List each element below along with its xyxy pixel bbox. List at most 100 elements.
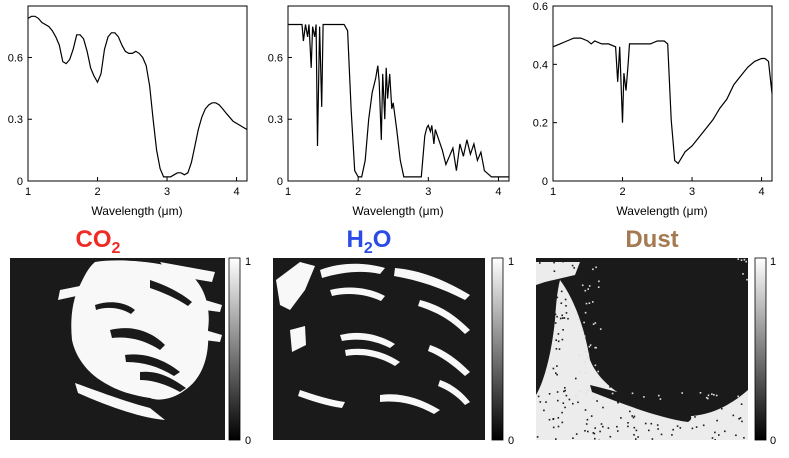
speckle — [541, 320, 543, 323]
speckle — [609, 333, 611, 336]
speckle — [584, 360, 586, 363]
speckle — [660, 343, 663, 345]
speckle — [660, 378, 662, 380]
speckle — [708, 369, 711, 372]
speckle — [633, 434, 635, 436]
speckle — [612, 303, 614, 306]
speckle — [587, 353, 590, 355]
speckle — [699, 373, 701, 376]
speckle — [564, 260, 566, 262]
speckle — [716, 263, 718, 265]
speckle — [730, 321, 732, 324]
speckle — [743, 258, 746, 261]
speckle — [689, 316, 692, 318]
speckle — [616, 425, 618, 428]
speckle — [609, 435, 612, 438]
speckle — [578, 390, 581, 393]
speckle — [703, 262, 706, 265]
speckle — [711, 393, 713, 395]
ice-patch — [276, 262, 315, 310]
speckle — [611, 392, 614, 395]
speckle — [551, 287, 553, 289]
speckle — [733, 299, 735, 302]
speckle — [568, 398, 571, 401]
speckle — [536, 436, 539, 438]
ice-streak — [340, 332, 395, 348]
speckle — [541, 368, 544, 371]
speckle — [669, 325, 672, 328]
speckle — [678, 286, 681, 289]
x-tick-label: 3 — [689, 186, 695, 198]
ice-streak — [428, 345, 470, 376]
speckle — [627, 425, 629, 428]
plot-frame — [552, 5, 773, 182]
speckle — [567, 288, 570, 291]
speckle — [609, 386, 611, 388]
speckle — [679, 427, 682, 429]
speckle — [629, 271, 631, 274]
speckle — [561, 338, 564, 341]
speckle — [584, 289, 587, 292]
speckle — [561, 411, 563, 414]
y-tick-label: 0.6 — [268, 52, 283, 64]
speckle — [554, 322, 557, 324]
speckle — [627, 422, 629, 424]
speckle — [685, 260, 687, 263]
speckle — [726, 277, 729, 279]
speckle — [607, 427, 610, 429]
spectrum-line — [288, 23, 509, 178]
y-tick-label: 0.3 — [268, 114, 283, 126]
speckle — [719, 333, 722, 335]
speckle — [561, 421, 564, 424]
speckle — [548, 418, 551, 421]
colorbar-min-label: 0 — [508, 435, 514, 447]
speckle — [718, 361, 721, 364]
speckle — [597, 370, 599, 373]
speckle — [562, 329, 564, 331]
speckle — [675, 286, 678, 288]
speckle — [555, 372, 557, 374]
speckle — [575, 433, 578, 435]
speckle — [732, 414, 735, 417]
speckle — [592, 432, 595, 434]
speckle — [583, 321, 585, 324]
speckle — [647, 353, 650, 356]
speckle — [600, 423, 603, 425]
speckle — [699, 392, 702, 394]
speckle — [656, 291, 658, 293]
speckle — [670, 284, 672, 287]
colorbar-gradient — [228, 257, 241, 441]
speckle — [635, 355, 638, 358]
speckle — [660, 433, 663, 436]
speckle — [541, 296, 544, 299]
speckle — [742, 359, 744, 361]
speckle — [585, 423, 588, 425]
speckle — [575, 395, 577, 397]
speckle — [577, 318, 580, 320]
speckle — [554, 313, 557, 316]
speckle — [598, 439, 600, 440]
speckle — [565, 312, 568, 314]
speckle — [713, 394, 715, 396]
speckle — [707, 394, 710, 397]
x-tick-label: 4 — [759, 186, 765, 198]
speckle — [635, 301, 638, 303]
ice-streak — [75, 383, 165, 420]
label-subscript: 2 — [112, 240, 121, 257]
speckle — [640, 274, 642, 277]
speckle — [598, 280, 600, 283]
speckle — [548, 304, 550, 307]
speckle — [634, 303, 637, 306]
speckle — [599, 430, 601, 433]
x-axis-label: Wavelength (μm) — [616, 204, 707, 218]
speckle — [539, 262, 541, 264]
plot-frame — [27, 5, 248, 182]
speckle — [549, 322, 552, 325]
speckle — [722, 368, 725, 371]
abundance-map-co2 — [10, 258, 225, 440]
speckle — [742, 290, 745, 292]
speckle — [633, 352, 636, 354]
speckle — [642, 338, 645, 341]
speckle — [651, 438, 654, 440]
dark-streak — [150, 280, 192, 306]
